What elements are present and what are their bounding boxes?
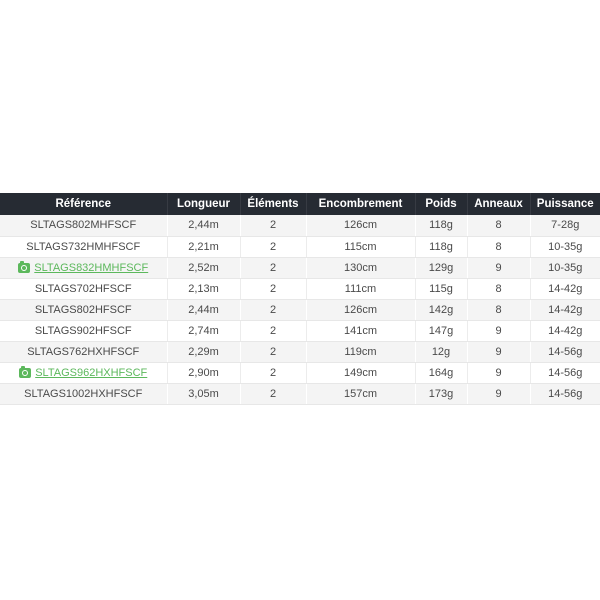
cell-anneaux: 8 <box>467 299 531 321</box>
column-header-poids: Poids <box>415 193 468 215</box>
cell-longueur: 2,29m <box>167 341 241 363</box>
cell-reference: SLTAGS702HFSCF <box>0 278 168 300</box>
cell-encombrement: 126cm <box>306 299 416 321</box>
cell-elements: 2 <box>240 278 307 300</box>
cell-longueur: 2,13m <box>167 278 241 300</box>
cell-encombrement: 111cm <box>306 278 416 300</box>
column-header-puissance: Puissance <box>530 193 600 215</box>
cell-reference: SLTAGS762HXHFSCF <box>0 341 168 363</box>
cell-anneaux: 9 <box>467 383 531 405</box>
cell-elements: 2 <box>240 320 307 342</box>
table-row: SLTAGS902HFSCF 2,74m 2 141cm 147g 9 14-4… <box>0 320 600 342</box>
cell-reference: SLTAGS802HFSCF <box>0 299 168 321</box>
cell-poids: 118g <box>415 236 468 258</box>
table-row: SLTAGS962HXHFSCF 2,90m 2 149cm 164g 9 14… <box>0 362 600 384</box>
cell-poids: 118g <box>415 215 468 237</box>
table-row: SLTAGS762HXHFSCF 2,29m 2 119cm 12g 9 14-… <box>0 341 600 363</box>
cell-longueur: 2,74m <box>167 320 241 342</box>
cell-puissance: 10-35g <box>530 236 600 258</box>
cell-reference: SLTAGS962HXHFSCF <box>0 362 168 384</box>
cell-elements: 2 <box>240 215 307 237</box>
cell-reference: SLTAGS902HFSCF <box>0 320 168 342</box>
table-body: SLTAGS802MHFSCF 2,44m 2 126cm 118g 8 7-2… <box>0 215 600 405</box>
cell-elements: 2 <box>240 236 307 258</box>
cell-encombrement: 119cm <box>306 341 416 363</box>
cell-anneaux: 9 <box>467 320 531 342</box>
cell-longueur: 2,44m <box>167 299 241 321</box>
reference-link[interactable]: SLTAGS962HXHFSCF <box>35 366 148 379</box>
cell-reference: SLTAGS832HMHFSCF <box>0 257 168 279</box>
cell-elements: 2 <box>240 383 307 405</box>
cell-elements: 2 <box>240 257 307 279</box>
cell-poids: 147g <box>415 320 468 342</box>
column-header-elements: Éléments <box>240 193 307 215</box>
cell-puissance: 14-56g <box>530 341 600 363</box>
cell-poids: 12g <box>415 341 468 363</box>
cell-anneaux: 8 <box>467 278 531 300</box>
cell-puissance: 14-56g <box>530 362 600 384</box>
cell-longueur: 2,90m <box>167 362 241 384</box>
cell-puissance: 14-42g <box>530 320 600 342</box>
column-header-longueur: Longueur <box>167 193 241 215</box>
cell-anneaux: 9 <box>467 257 531 279</box>
cell-encombrement: 115cm <box>306 236 416 258</box>
cell-elements: 2 <box>240 341 307 363</box>
cell-puissance: 10-35g <box>530 257 600 279</box>
cell-puissance: 14-56g <box>530 383 600 405</box>
cell-longueur: 3,05m <box>167 383 241 405</box>
table-row: SLTAGS832HMHFSCF 2,52m 2 130cm 129g 9 10… <box>0 257 600 279</box>
cell-encombrement: 130cm <box>306 257 416 279</box>
column-header-anneaux: Anneaux <box>467 193 531 215</box>
cell-anneaux: 8 <box>467 236 531 258</box>
cell-longueur: 2,44m <box>167 215 241 237</box>
table-row: SLTAGS732HMHFSCF 2,21m 2 115cm 118g 8 10… <box>0 236 600 258</box>
table-row: SLTAGS1002HXHFSCF 3,05m 2 157cm 173g 9 1… <box>0 383 600 405</box>
cell-reference: SLTAGS1002HXHFSCF <box>0 383 168 405</box>
table-row: SLTAGS702HFSCF 2,13m 2 111cm 115g 8 14-4… <box>0 278 600 300</box>
cell-encombrement: 149cm <box>306 362 416 384</box>
cell-anneaux: 9 <box>467 341 531 363</box>
cell-reference: SLTAGS732HMHFSCF <box>0 236 168 258</box>
cell-reference: SLTAGS802MHFSCF <box>0 215 168 237</box>
cell-poids: 129g <box>415 257 468 279</box>
camera-icon <box>19 365 32 378</box>
cell-poids: 142g <box>415 299 468 321</box>
reference-link[interactable]: SLTAGS832HMHFSCF <box>34 261 149 274</box>
cell-puissance: 14-42g <box>530 299 600 321</box>
cell-poids: 173g <box>415 383 468 405</box>
cell-puissance: 14-42g <box>530 278 600 300</box>
cell-encombrement: 141cm <box>306 320 416 342</box>
column-header-encombrement: Encombrement <box>306 193 416 215</box>
cell-poids: 164g <box>415 362 468 384</box>
cell-longueur: 2,52m <box>167 257 241 279</box>
table-header: Référence Longueur Éléments Encombrement… <box>0 193 600 215</box>
cell-encombrement: 157cm <box>306 383 416 405</box>
table-row: SLTAGS802MHFSCF 2,44m 2 126cm 118g 8 7-2… <box>0 215 600 237</box>
camera-icon <box>18 260 31 273</box>
cell-puissance: 7-28g <box>530 215 600 237</box>
product-spec-table: Référence Longueur Éléments Encombrement… <box>0 193 600 405</box>
cell-elements: 2 <box>240 362 307 384</box>
cell-anneaux: 8 <box>467 215 531 237</box>
cell-longueur: 2,21m <box>167 236 241 258</box>
cell-anneaux: 9 <box>467 362 531 384</box>
table-header-row: Référence Longueur Éléments Encombrement… <box>0 193 600 215</box>
table-row: SLTAGS802HFSCF 2,44m 2 126cm 142g 8 14-4… <box>0 299 600 321</box>
cell-elements: 2 <box>240 299 307 321</box>
column-header-reference: Référence <box>0 193 168 215</box>
cell-poids: 115g <box>415 278 468 300</box>
cell-encombrement: 126cm <box>306 215 416 237</box>
